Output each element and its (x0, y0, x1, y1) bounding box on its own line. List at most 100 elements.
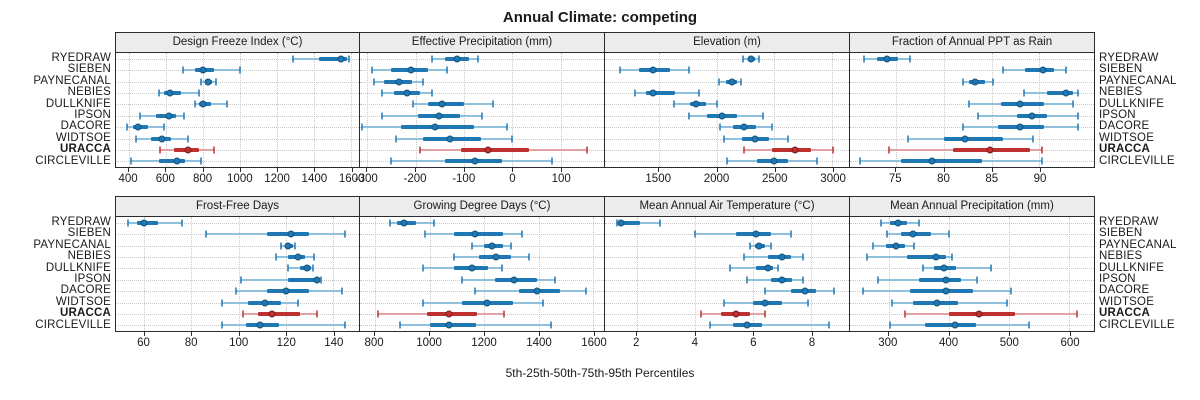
whisker-cap (129, 157, 132, 165)
median-dot (395, 78, 403, 85)
whisker-cap (181, 66, 184, 74)
median-dot (158, 135, 166, 142)
site-label-dullknife: DULLKNIFE (45, 97, 111, 110)
site-label-dullknife: DULLKNIFE (1099, 97, 1165, 110)
axis-tick (887, 332, 889, 336)
gridline-x (374, 217, 376, 331)
whisker-cap (453, 253, 456, 261)
axis-tick-label: 600 (155, 173, 175, 185)
median-dot (446, 135, 454, 142)
site-label-sieben: SIEBEN (1099, 63, 1143, 76)
whisker-cap (343, 230, 346, 238)
interquartile-bar (454, 232, 504, 237)
median-dot (533, 287, 541, 295)
whisker-cap (421, 299, 424, 306)
percentile-whisker (709, 324, 829, 327)
panel-strip-growing-degree-days-c: Growing Degree Days (°C) (359, 196, 605, 217)
median-dot (975, 310, 983, 318)
interquartile-bar (646, 90, 675, 95)
whisker-cap (801, 253, 804, 261)
axis-tick (753, 332, 755, 336)
row-guide (605, 222, 849, 224)
panel-fraction-of-annual-ppt-as-rain: Fraction of Annual PPT as Rain 75 80 85 90 (849, 32, 1095, 193)
panel-axis-growing-degree-days-c: 800 1000 1200 1400 1600 (359, 332, 607, 357)
whisker-cap (687, 112, 690, 120)
axis-tick-label: 6 (750, 337, 757, 349)
axis-tick-label: 100 (229, 337, 249, 349)
median-dot (337, 55, 345, 63)
whisker-cap (157, 89, 160, 97)
row-guide (116, 256, 359, 258)
row-guide (116, 279, 359, 281)
panel-frost-free-days: Frost-Free Days 60 80 100 120 140 (115, 196, 360, 357)
axis-tick (277, 168, 279, 172)
axis-tick-label: 600 (1060, 337, 1080, 349)
whisker-cap (659, 219, 662, 227)
whisker-cap (470, 242, 473, 249)
whisker-cap (801, 276, 804, 284)
whisker-cap (551, 157, 554, 165)
whisker-cap (225, 100, 228, 108)
axis-tick (833, 168, 835, 172)
panel-mean-annual-air-temperature-c: Mean Annual Air Temperature (°C) 2 4 6 8 (604, 196, 850, 357)
whisker-cap (139, 112, 142, 120)
gridline-x (128, 53, 130, 167)
interquartile-bar (429, 323, 476, 328)
whisker-cap (510, 242, 513, 249)
row-guide (605, 104, 849, 106)
site-label-ryedraw: RYEDRAW (51, 216, 111, 228)
whisker-cap (619, 66, 622, 74)
panel-strip-fraction-of-annual-ppt-as-rain: Fraction of Annual PPT as Rain (849, 32, 1095, 53)
gridline-x (1069, 217, 1071, 331)
axis-tick-label: -300 (354, 173, 378, 185)
axis-tick (415, 168, 417, 172)
axis-tick-label: 2000 (703, 173, 730, 185)
whisker-cap (214, 78, 217, 85)
median-dot (649, 89, 657, 97)
whisker-cap (240, 276, 243, 284)
site-label-uracca: URACCA (59, 307, 111, 320)
median-dot (971, 78, 979, 85)
axis-tick-label: 1600 (581, 337, 607, 349)
row-guide (850, 58, 1094, 60)
median-dot (778, 276, 786, 284)
axis-tick (1040, 168, 1041, 172)
whisker-cap (789, 230, 792, 238)
whisker-cap (888, 146, 891, 154)
whisker-cap (432, 219, 435, 227)
axis-tick-label: 1400 (301, 173, 328, 185)
median-dot (778, 253, 786, 261)
median-dot (468, 264, 476, 272)
panel-strip-design-freeze-index-c: Design Freeze Index (°C) (115, 32, 360, 53)
whisker-cap (292, 55, 295, 63)
axis-tick (128, 168, 130, 172)
whisker-cap (126, 123, 129, 131)
whisker-cap (833, 287, 836, 295)
site-label-paynecanal: PAYNECANAL (1099, 74, 1177, 87)
whisker-cap (917, 219, 920, 227)
whisker-cap (294, 242, 297, 249)
site-label-sieben: SIEBEN (1099, 227, 1143, 240)
whisker-cap (763, 310, 766, 318)
row-guide (360, 70, 604, 72)
axis-tick-label: 800 (192, 173, 213, 185)
median-dot (942, 287, 950, 295)
whisker-cap (615, 219, 618, 227)
panel-strip-mean-annual-precipitation-mm: Mean Annual Precipitation (mm) (849, 196, 1095, 217)
axis-tick (165, 168, 167, 172)
percentile-whisker (922, 267, 991, 270)
panel-plot-growing-degree-days-c (359, 217, 605, 332)
site-labels-right-bottom: RYEDRAW SIEBEN PAYNECANAL NEBIES DULLKNIFE IP… (1095, 196, 1200, 357)
whisker-cap (746, 276, 749, 284)
whisker-cap (424, 230, 427, 238)
median-dot (692, 100, 700, 108)
row-guide (116, 222, 359, 224)
gridline-x (463, 53, 465, 167)
panel-plot-frost-free-days (115, 217, 360, 332)
median-dot (751, 135, 759, 142)
interquartile-bar (618, 220, 640, 225)
row-guide (116, 115, 359, 117)
site-label-circleville: CIRCLEVILLE (1099, 154, 1175, 167)
whisker-cap (183, 112, 186, 120)
